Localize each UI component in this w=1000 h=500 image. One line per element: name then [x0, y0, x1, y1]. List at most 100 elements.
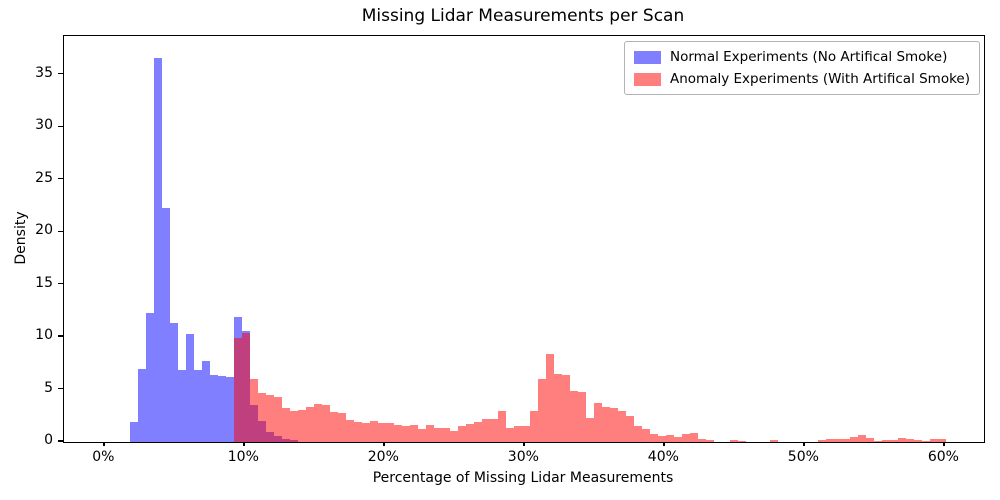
x-axis-tick	[243, 442, 245, 446]
y-axis-tick-label: 5	[44, 379, 53, 396]
histogram-bar-anomaly	[658, 435, 667, 442]
y-axis-tick	[58, 440, 63, 442]
histogram-bar-anomaly	[458, 426, 467, 442]
histogram-bar-anomaly	[698, 438, 707, 442]
legend-label-anomaly: Anomaly Experiments (With Artifical Smok…	[670, 71, 970, 87]
histogram-bar-anomaly	[914, 440, 923, 442]
histogram-bar-anomaly	[282, 408, 291, 442]
histogram-bar-anomaly	[346, 419, 355, 442]
y-axis-tick-label: 30	[35, 117, 53, 134]
histogram-bar-anomaly	[482, 419, 491, 442]
histogram-bar-anomaly	[314, 403, 323, 442]
histogram-bar-anomaly	[506, 427, 515, 442]
histogram-bar-anomaly	[738, 441, 747, 442]
x-axis-tick-label: 20%	[367, 449, 399, 465]
histogram-bar-anomaly	[570, 390, 579, 442]
plot-area: Normal Experiments (No Artifical Smoke) …	[63, 35, 985, 443]
histogram-bar-anomaly	[338, 413, 347, 442]
histogram-bar-anomaly	[362, 422, 371, 442]
histogram-bar-anomaly	[818, 439, 827, 442]
histogram-bar-anomaly	[370, 421, 379, 442]
x-axis-tick	[943, 442, 945, 446]
histogram-bar-anomaly	[330, 411, 339, 442]
x-axis-tick-label: 10%	[227, 449, 259, 465]
histogram-bar-anomaly	[242, 333, 251, 442]
histogram-bar-anomaly	[498, 411, 507, 442]
histogram-bar-anomaly	[642, 429, 651, 442]
y-axis-tick	[58, 387, 63, 390]
histogram-bar-anomaly	[674, 436, 683, 442]
histogram-bar-anomaly	[538, 379, 547, 442]
histogram-bar-anomaly	[730, 439, 739, 442]
histogram-bar-anomaly	[882, 439, 891, 442]
histogram-bar-anomaly	[602, 406, 611, 442]
histogram-bar-normal	[130, 422, 139, 442]
y-axis-tick-label: 25	[35, 169, 53, 186]
x-axis-tick-label: 40%	[647, 449, 679, 465]
histogram-bar-anomaly	[906, 438, 915, 442]
y-axis-tick-label: 35	[35, 64, 53, 81]
histogram-bar-anomaly	[834, 438, 843, 442]
histogram-bar-anomaly	[586, 418, 595, 442]
histogram-bar-anomaly	[610, 407, 619, 442]
histogram-bar-anomaly	[410, 425, 419, 442]
legend-swatch-anomaly	[634, 72, 661, 86]
histogram-bar-normal	[210, 374, 219, 442]
histogram-bar-anomaly	[634, 426, 643, 442]
histogram-bar-anomaly	[426, 425, 435, 442]
histogram-bar-anomaly	[874, 440, 883, 442]
x-axis-tick	[523, 442, 525, 446]
histogram-bar-anomaly	[490, 419, 499, 442]
histogram-bar-anomaly	[850, 436, 859, 442]
y-axis-tick	[58, 335, 63, 337]
histogram-bar-normal	[178, 369, 187, 442]
histogram-bar-anomaly	[650, 434, 659, 442]
y-axis-tick	[58, 178, 63, 180]
histogram-bar-anomaly	[578, 392, 587, 442]
chart-title: Missing Lidar Measurements per Scan	[361, 6, 685, 26]
x-axis-tick	[383, 442, 385, 446]
x-axis-tick-label: 30%	[507, 449, 539, 465]
histogram-bar-normal	[162, 208, 171, 442]
histogram-bar-anomaly	[250, 379, 259, 442]
histogram-bar-anomaly	[306, 406, 315, 442]
histogram-bar-normal	[146, 312, 155, 442]
histogram-bar-anomaly	[690, 433, 699, 442]
histogram-bar-anomaly	[930, 438, 939, 442]
histogram-bar-normal	[218, 375, 227, 442]
histogram-bar-anomaly	[938, 438, 947, 442]
legend-label-normal: Normal Experiments (No Artifical Smoke)	[670, 49, 948, 65]
histogram-bar-anomaly	[898, 438, 907, 442]
histogram-bar-normal	[170, 323, 179, 442]
y-axis-tick	[58, 125, 63, 127]
histogram-bar-anomaly	[666, 434, 675, 442]
histogram-bar-anomaly	[594, 402, 603, 442]
legend: Normal Experiments (No Artifical Smoke) …	[624, 41, 980, 95]
histogram-bar-anomaly	[922, 440, 931, 442]
histogram-bar-anomaly	[474, 422, 483, 442]
histogram-bar-normal	[202, 361, 211, 442]
x-axis-label: Percentage of Missing Lidar Measurements	[372, 470, 674, 486]
y-axis-tick-label: 10	[35, 327, 53, 344]
histogram-bar-anomaly	[522, 426, 531, 442]
x-axis-tick	[803, 442, 805, 446]
y-axis-tick	[58, 283, 63, 285]
histogram-bar-anomaly	[394, 425, 403, 442]
histogram-bar-normal	[194, 369, 203, 442]
histogram-bar-anomaly	[418, 428, 427, 442]
y-axis-tick	[58, 73, 63, 75]
x-axis-tick-label: 0%	[92, 449, 115, 465]
histogram-bar-anomaly	[258, 392, 267, 442]
histogram-bar-anomaly	[290, 411, 299, 442]
y-axis-tick-label: 15	[35, 274, 53, 291]
histogram-bar-normal	[138, 368, 147, 442]
x-axis-tick-label: 50%	[787, 449, 819, 465]
histogram-bar-anomaly	[530, 411, 539, 442]
legend-swatch-normal	[634, 50, 661, 64]
histogram-bar-anomaly	[842, 438, 851, 442]
histogram-bar-anomaly	[386, 423, 395, 442]
histogram-bar-anomaly	[890, 439, 899, 442]
legend-item-normal: Normal Experiments (No Artifical Smoke)	[634, 49, 970, 65]
histogram-bar-anomaly	[626, 415, 635, 442]
